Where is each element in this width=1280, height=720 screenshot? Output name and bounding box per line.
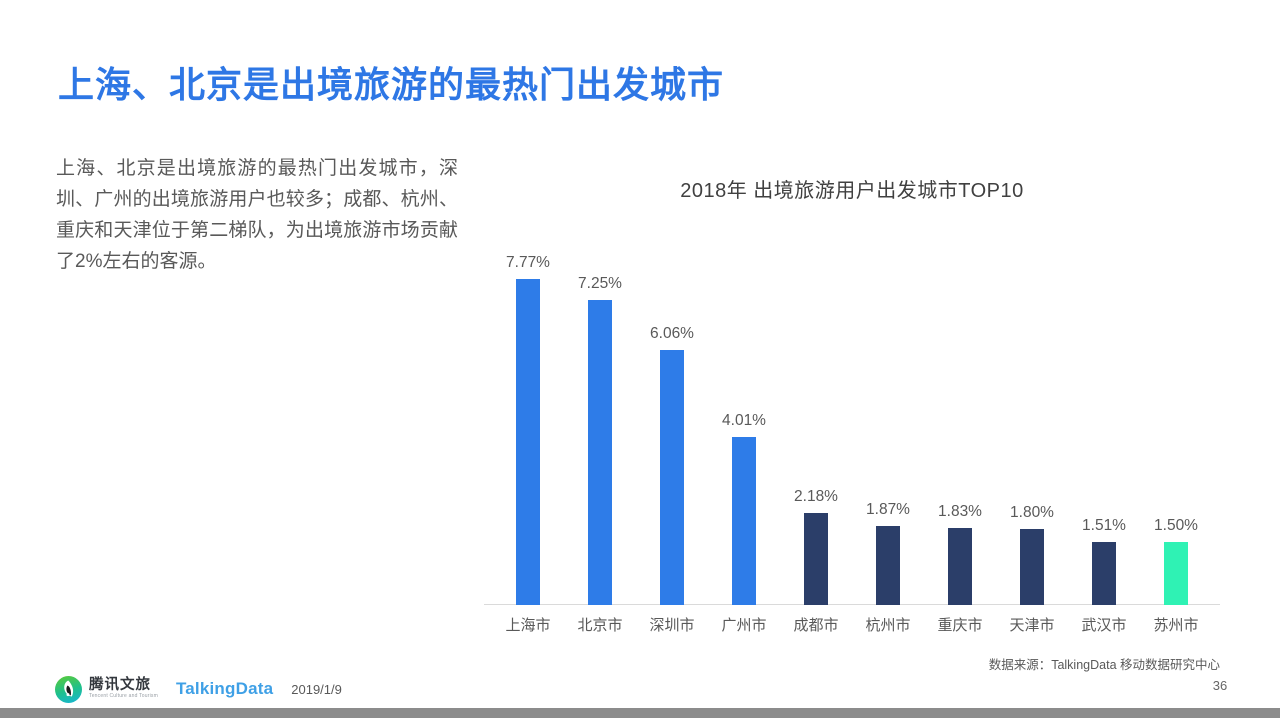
bar-stack: 7.25% [564, 240, 636, 605]
bar-value-label: 7.25% [578, 275, 622, 292]
bar-category-label: 成都市 [793, 617, 839, 634]
bar [732, 437, 756, 605]
bar-column: 7.25% 北京市 [564, 240, 636, 640]
summary-paragraph: 上海、北京是出境旅游的最热门出发城市，深圳、广州的出境旅游用户也较多；成都、杭州… [56, 158, 458, 272]
bar-category-label: 武汉市 [1081, 617, 1127, 634]
bar [876, 526, 900, 605]
bar-category-label: 上海市 [505, 617, 551, 634]
bar-category-label: 广州市 [721, 617, 767, 634]
page-number: 36 [1212, 678, 1228, 693]
bar-column: 1.87% 杭州市 [852, 240, 924, 640]
bar [588, 300, 612, 605]
bar [516, 279, 540, 605]
tencent-brand-subtitle: Tencent Culture and Tourism [89, 693, 158, 699]
chart-title: 2018年 出境旅游用户出发城市TOP10 [680, 180, 1024, 202]
bar [1020, 529, 1044, 605]
tencent-brand-block: 腾讯文旅 Tencent Culture and Tourism [89, 678, 158, 700]
bar-category-label: 苏州市 [1153, 617, 1199, 634]
x-axis-line [484, 604, 1220, 605]
bar [804, 513, 828, 605]
bar-value-label: 1.87% [866, 501, 910, 518]
tencent-brand-name: 腾讯文旅 [89, 677, 151, 693]
bar-stack: 1.83% [924, 240, 996, 605]
chart-columns: 7.77% 上海市 7.25% 北京市 6.06% 深圳市 4.01% 广州市 2.18% 成都市… [492, 240, 1212, 640]
data-source: 数据来源：TalkingData 移动数据研究中心 [988, 658, 1220, 672]
bottom-bar [0, 708, 1280, 718]
bar-value-label: 1.80% [1010, 504, 1054, 521]
bar-stack: 1.87% [852, 240, 924, 605]
bar-stack: 1.51% [1068, 240, 1140, 605]
bar [660, 350, 684, 605]
bar-value-label: 1.83% [938, 503, 982, 520]
bar-chart: 7.77% 上海市 7.25% 北京市 6.06% 深圳市 4.01% 广州市 2.18% 成都市… [484, 240, 1220, 640]
bar-value-label: 1.51% [1082, 517, 1126, 534]
talkingdata-logo: TalkingData [175, 679, 274, 698]
footer: 腾讯文旅 Tencent Culture and Tourism Talking… [55, 674, 342, 704]
page-title: 上海、北京是出境旅游的最热门出发城市 [58, 64, 725, 105]
bar-value-label: 2.18% [794, 488, 838, 505]
bar [1092, 542, 1116, 605]
bar-column: 6.06% 深圳市 [636, 240, 708, 640]
footer-date: 2019/1/9 [291, 681, 342, 697]
bar-value-label: 7.77% [506, 254, 550, 271]
bar [1164, 542, 1188, 605]
bar-stack: 1.80% [996, 240, 1068, 605]
bar-column: 2.18% 成都市 [780, 240, 852, 640]
bar-category-label: 重庆市 [937, 617, 983, 634]
bar [948, 528, 972, 605]
bar-column: 7.77% 上海市 [492, 240, 564, 640]
bar-value-label: 1.50% [1154, 517, 1198, 534]
bar-value-label: 4.01% [722, 412, 766, 429]
tencent-culture-tourism-logo-icon [55, 675, 82, 703]
bar-column: 4.01% 广州市 [708, 240, 780, 640]
bar-category-label: 杭州市 [865, 617, 911, 634]
bar-value-label: 6.06% [650, 325, 694, 342]
bar-column: 1.51% 武汉市 [1068, 240, 1140, 640]
bar-category-label: 天津市 [1009, 617, 1055, 634]
bar-category-label: 北京市 [577, 617, 623, 634]
bar-stack: 1.50% [1140, 240, 1212, 605]
bar-stack: 4.01% [708, 240, 780, 605]
bar-column: 1.80% 天津市 [996, 240, 1068, 640]
bar-stack: 6.06% [636, 240, 708, 605]
bar-stack: 7.77% [492, 240, 564, 605]
bar-category-label: 深圳市 [649, 617, 695, 634]
bar-column: 1.83% 重庆市 [924, 240, 996, 640]
bar-stack: 2.18% [780, 240, 852, 605]
bar-column: 1.50% 苏州市 [1140, 240, 1212, 640]
